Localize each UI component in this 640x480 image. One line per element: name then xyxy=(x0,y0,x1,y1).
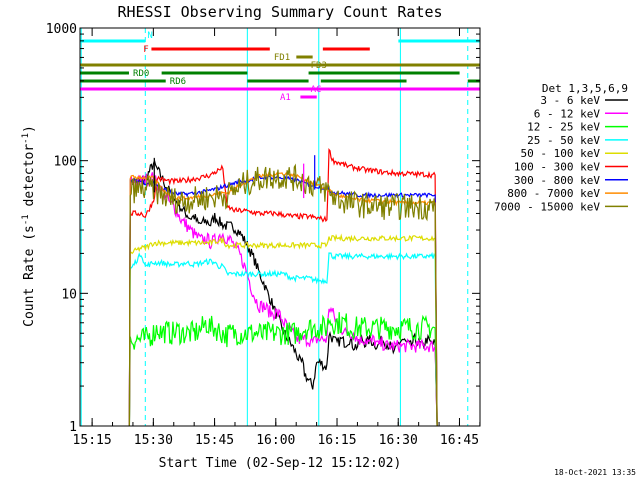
flag-bar-label: FD1 xyxy=(274,53,290,63)
legend-entry-label: 25 - 50 keV xyxy=(527,134,600,147)
series-line xyxy=(128,172,438,427)
legend-entry-label: 100 - 300 keV xyxy=(514,161,600,174)
plot-frame xyxy=(79,27,481,427)
axes: 15:15 15:30 15:45 16:00 16:15 16:30 16:45 1 10 10… xyxy=(46,22,481,448)
series-line xyxy=(128,163,438,427)
series-line xyxy=(128,233,438,427)
flag-bar-label: RD0 xyxy=(133,69,149,79)
y-tick-label: 10 xyxy=(61,287,77,302)
chart-title: RHESSI Observing Summary Count Rates xyxy=(117,3,442,21)
legend-entry-label: 300 - 800 keV xyxy=(514,174,600,187)
flag-bar-label: A1 xyxy=(280,93,291,103)
series-line xyxy=(128,158,438,427)
x-tick-label: 16:00 xyxy=(256,433,295,448)
y-axis-label: Count Rate (s-1 detector-1) xyxy=(21,125,37,327)
y-axis-label-main: Count Rate (s xyxy=(22,225,37,327)
legend-entry-label: 7000 - 15000 keV xyxy=(494,200,600,213)
x-tick-label: 16:15 xyxy=(317,433,356,448)
flag-bar-label: N xyxy=(147,31,152,41)
flag-bars: NF FD1 FD3 RD0 RD6 AC A1 xyxy=(80,31,480,103)
plot-timestamp: 18-Oct-2021 13:35 xyxy=(554,468,636,477)
y-tick-label: 100 xyxy=(54,155,77,170)
y-tick-label: 1000 xyxy=(46,22,77,37)
legend-entry-label: 6 - 12 keV xyxy=(534,107,601,120)
legend-entry-label: 12 - 25 keV xyxy=(527,121,600,134)
flag-bar-label: AC xyxy=(311,85,322,95)
x-axis-label: Start Time (02-Sep-12 15:12:02) xyxy=(159,456,402,471)
y-axis-label-mid: detector xyxy=(22,144,37,215)
x-tick-label: 15:45 xyxy=(195,433,234,448)
legend-entry-label: 3 - 6 keV xyxy=(540,94,600,107)
y-axis-label-sup2: -1 xyxy=(21,133,31,144)
legend-entry-label: 50 - 100 keV xyxy=(521,147,601,160)
x-tick-label: 15:30 xyxy=(134,433,173,448)
y-axis-label-end: ) xyxy=(22,125,37,133)
flag-bar-label: F xyxy=(143,45,148,55)
plot-area xyxy=(80,28,469,427)
series-line xyxy=(128,312,438,427)
legend-entry-label: 800 - 7000 keV xyxy=(507,187,600,200)
y-tick-label: 1 xyxy=(69,420,77,435)
legend-title: Det 1,3,5,6,9 xyxy=(542,82,628,95)
flag-bar-label: RD6 xyxy=(170,77,186,87)
series-line xyxy=(128,174,438,427)
x-tick-label: 16:45 xyxy=(440,433,479,448)
series-line xyxy=(128,147,438,427)
x-tick-label: 16:30 xyxy=(379,433,418,448)
series-line xyxy=(128,251,438,427)
y-axis-label-sup1: -1 xyxy=(21,214,31,225)
x-tick-label: 15:15 xyxy=(73,433,112,448)
flag-bar-label: FD3 xyxy=(311,61,327,71)
